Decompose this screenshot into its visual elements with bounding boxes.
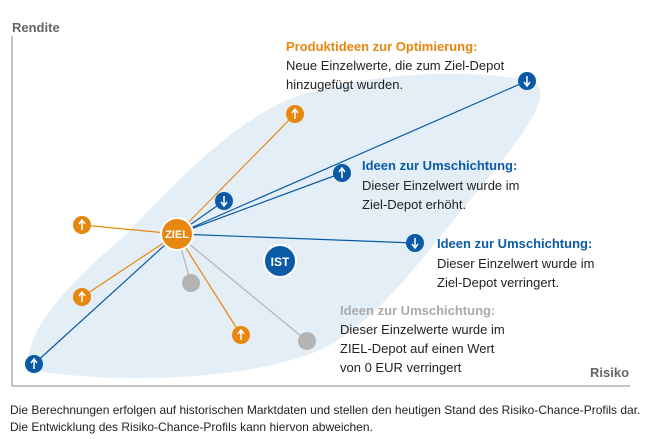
arrow-up-icon — [78, 218, 86, 230]
footer-disclaimer: Die Berechnungen erfolgen auf historisch… — [10, 403, 641, 434]
connector-ziel-blue-right — [176, 233, 416, 244]
orange-node-lowleft — [73, 288, 91, 306]
annotation-title: Ideen zur Umschichtung: — [362, 158, 517, 173]
annotation-line: ZIEL-Depot auf einen Wert — [340, 341, 495, 356]
orange-node-top — [286, 105, 304, 123]
ist-label: IST — [271, 255, 290, 269]
connector-ziel-blue-origin — [33, 233, 178, 365]
orange-node-left — [73, 216, 91, 234]
orange-node-bottom — [232, 326, 250, 344]
gray-node-1 — [182, 274, 200, 292]
ziel-node: ZIEL — [160, 217, 194, 251]
connector-ziel-orange-lowleft — [81, 233, 178, 298]
annotation-title: Ideen zur Umschichtung: — [340, 303, 495, 318]
annotation-line: Dieser Einzelwerte wurde im — [340, 322, 505, 337]
annotation-line: Ziel-Depot erhöht. — [362, 197, 466, 212]
blue-node-far-down — [518, 72, 536, 90]
arrow-up-icon — [237, 328, 245, 340]
annotation-line: Neue Einzelwerte, die zum Ziel-Depot — [286, 58, 505, 73]
annotation-umschichtung-verringert: Ideen zur Umschichtung: Dieser Einzelwer… — [437, 236, 595, 290]
connector-ziel-orange-bottom — [176, 233, 242, 336]
arrow-down-icon — [411, 238, 419, 250]
y-axis-label: Rendite — [12, 20, 60, 35]
portfolio-area — [28, 73, 541, 379]
blue-node-mid-up — [333, 164, 351, 182]
blue-node-origin-up — [25, 355, 43, 373]
annotation-title: Ideen zur Umschichtung: — [437, 236, 592, 251]
annotation-umschichtung-null: Ideen zur Umschichtung: Dieser Einzelwer… — [340, 303, 505, 375]
arrow-up-icon — [291, 107, 299, 119]
x-axis-label: Risiko — [590, 365, 629, 380]
annotation-line: Dieser Einzelwert wurde im — [437, 256, 595, 271]
blue-node-small-down — [215, 192, 233, 210]
connector-ziel-gray-2 — [176, 233, 308, 342]
annotation-line: Dieser Einzelwert wurde im — [362, 178, 520, 193]
annotation-line: hinzugefügt wurden. — [286, 77, 403, 92]
arrow-up-icon — [78, 290, 86, 302]
annotation-title: Produktideen zur Optimierung: — [286, 39, 477, 54]
gray-node-2 — [298, 332, 316, 350]
annotation-line: von 0 EUR verringert — [340, 360, 462, 375]
arrow-down-icon — [523, 76, 531, 88]
arrow-down-icon — [220, 196, 228, 208]
connector-ziel-orange-top — [176, 113, 296, 235]
ziel-label: ZIEL — [165, 229, 189, 241]
blue-node-right-down — [406, 234, 424, 252]
arrow-up-icon — [30, 357, 38, 369]
annotation-umschichtung-erhoeht: Ideen zur Umschichtung: Dieser Einzelwer… — [362, 158, 520, 212]
connector-ziel-blue-mid — [176, 172, 343, 235]
annotation-line: Ziel-Depot verringert. — [437, 275, 559, 290]
arrow-up-icon — [338, 166, 346, 178]
annotation-produktideen: Produktideen zur Optimierung: Neue Einze… — [286, 39, 505, 92]
connectors — [33, 80, 528, 365]
ist-node: IST — [263, 244, 297, 278]
connector-ziel-blue-far — [176, 80, 528, 235]
